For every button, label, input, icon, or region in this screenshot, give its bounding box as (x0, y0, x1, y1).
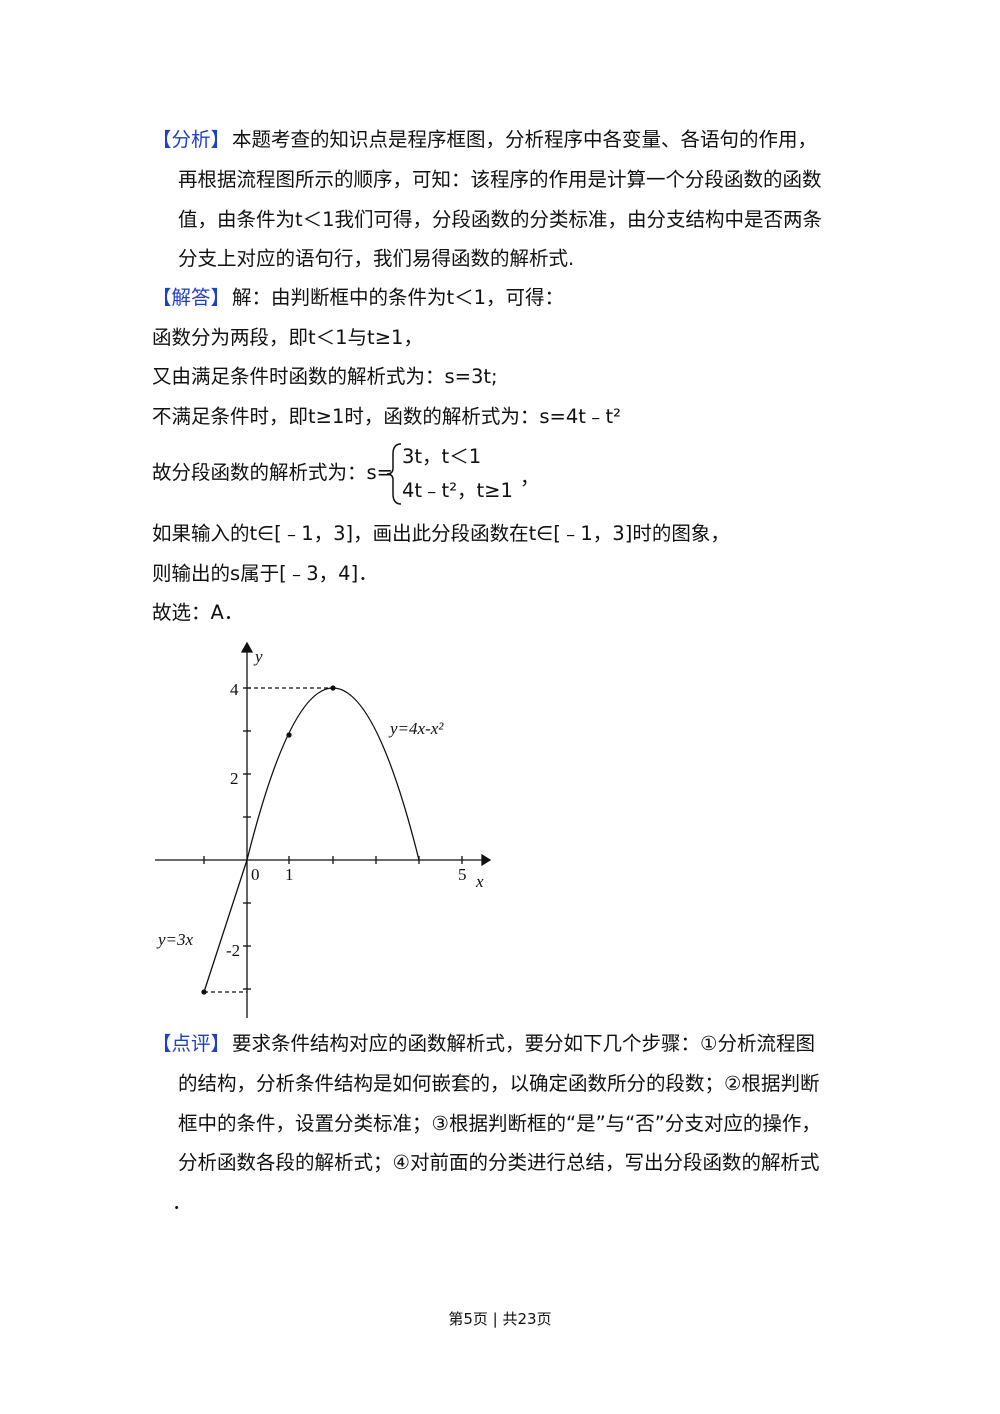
text-line: 值，由条件为t＜1我们可得，分段函数的分类标准，由分支结构中是否两条 (178, 208, 823, 231)
text-line: 的结构，分析条件结构是如何嵌套的，以确定函数所分的段数；②根据判断 (178, 1072, 820, 1095)
text-line: 本题考查的知识点是程序框图，分析程序中各变量、各语句的作用， (232, 128, 818, 151)
footer: 第5页 | 共23页 (448, 1310, 552, 1328)
tick-label: 4 (230, 680, 239, 699)
curve-label: y=3x (156, 930, 194, 949)
text-line: ． (172, 1191, 192, 1214)
text-line: 故选：A． (152, 601, 244, 624)
text-line: 要求条件结构对应的函数解析式，要分如下几个步骤：①分析流程图 (232, 1032, 815, 1055)
function-graph: y x 4 2 -2 0 1 5 y=4x-x² y=3x (155, 641, 492, 1018)
text-line: 故分段函数的解析式为：s= (152, 461, 393, 484)
text-line: 不满足条件时，即t≥1时，函数的解析式为：s=4t﹣t² (152, 405, 621, 428)
curve-label: y=4x-x² (388, 719, 444, 738)
tick-label: -2 (226, 941, 240, 960)
text-line: 则输出的s属于[﹣3，4]． (152, 562, 378, 585)
case: 3t，t＜1 (402, 445, 482, 468)
axis-label: y (253, 647, 263, 666)
section-label: 【点评】 (152, 1032, 231, 1055)
text: ， (520, 466, 540, 489)
tick-label: 1 (285, 865, 294, 884)
text-line: 函数分为两段，即t＜1与t≥1， (152, 326, 423, 349)
section-label: 【解答】 (152, 286, 231, 309)
tick-label: 0 (251, 865, 260, 884)
text-line: 再根据流程图所示的顺序，可知：该程序的作用是计算一个分段函数的函数 (178, 168, 822, 191)
tick-label: 2 (230, 769, 239, 788)
tick-label: 5 (458, 865, 467, 884)
text-line: 又由满足条件时函数的解析式为：s=3t; (152, 365, 498, 388)
brace (386, 443, 402, 505)
text-line: 框中的条件，设置分类标准；③根据判断框的“是”与“否”分支对应的操作， (178, 1112, 821, 1135)
text-line: 分支上对应的语句行，我们易得函数的解析式. (178, 247, 575, 270)
text-line: 解：由判断框中的条件为t＜1，可得： (232, 286, 565, 309)
text-line: 如果输入的t∈[﹣1，3]，画出此分段函数在t∈[﹣1，3]时的图象， (152, 522, 730, 545)
section-label: 【分析】 (152, 128, 231, 151)
text-line: 分析函数各段的解析式；④对前面的分类进行总结，写出分段函数的解析式 (178, 1151, 820, 1174)
axis-label: x (475, 872, 484, 891)
case: 4t﹣t²，t≥1 (402, 479, 513, 502)
